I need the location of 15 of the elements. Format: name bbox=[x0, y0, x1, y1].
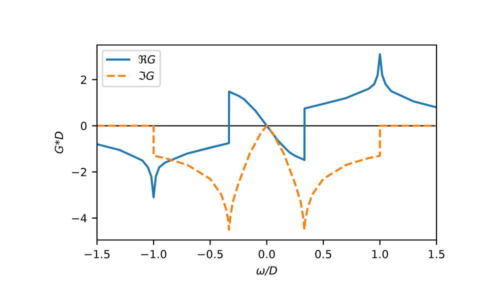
legend-label: ℑG bbox=[138, 72, 154, 80]
y-tick-label: −4 bbox=[72, 214, 87, 222]
y-tick-label: −2 bbox=[72, 168, 86, 176]
x-tick-label: 1.0 bbox=[372, 250, 388, 258]
x-tick-label: 0.0 bbox=[258, 250, 275, 258]
x-tick-label: −1.5 bbox=[84, 250, 110, 258]
y-tick-label: 0 bbox=[80, 122, 87, 130]
x-axis-title: ω/D bbox=[256, 266, 278, 276]
x-tick-label: −0.5 bbox=[198, 250, 223, 258]
legend-label: ℜG bbox=[138, 55, 156, 64]
y-tick-label: 2 bbox=[81, 76, 86, 84]
y-axis-title: G*D bbox=[54, 132, 64, 154]
x-tick-label: 1.5 bbox=[428, 250, 444, 258]
x-tick-label: −1.0 bbox=[141, 250, 166, 258]
x-tick-label: 0.5 bbox=[315, 250, 332, 258]
